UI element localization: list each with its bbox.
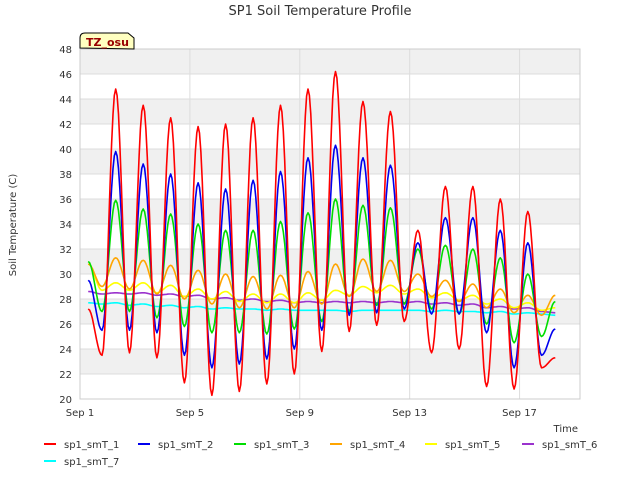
legend-label: sp1_smT_3 xyxy=(254,440,309,451)
plot-band xyxy=(80,99,580,124)
x-tick-label: Sep 1 xyxy=(66,408,94,419)
series-line-sp1_smT_1 xyxy=(87,70,556,397)
y-tick-label: 26 xyxy=(59,320,72,331)
x-axis-label: Time xyxy=(553,424,578,435)
timezone-badge: TZ_osu xyxy=(79,32,135,50)
x-tick-label: Sep 17 xyxy=(502,408,537,419)
y-tick-label: 30 xyxy=(59,270,72,281)
y-tick-label: 42 xyxy=(59,120,72,131)
series-line-sp1_smT_3 xyxy=(87,198,556,344)
y-tick-label: 24 xyxy=(59,345,72,356)
timezone-badge-label: TZ_osu xyxy=(86,36,129,49)
y-tick-label: 48 xyxy=(59,45,72,56)
chart-title: SP1 Soil Temperature Profile xyxy=(229,4,412,19)
y-axis-label: Soil Temperature (C) xyxy=(8,174,19,277)
legend-label: sp1_smT_7 xyxy=(64,457,119,468)
y-tick-label: 20 xyxy=(59,395,72,406)
plot-band xyxy=(80,49,580,74)
plot-frame xyxy=(79,48,581,400)
y-axis: 20 22 24 26 28 30 32 34 36 38 40 42 44 46 48 xyxy=(59,45,72,406)
y-tick-label: 32 xyxy=(59,245,72,256)
series-line-sp1_smT_4 xyxy=(87,257,556,317)
y-tick-label: 46 xyxy=(59,70,72,81)
y-tick-label: 44 xyxy=(59,95,72,106)
y-tick-label: 38 xyxy=(59,170,72,181)
series-layer xyxy=(87,70,556,397)
legend: sp1_smT_1 sp1_smT_2 sp1_smT_3 sp1_smT_4 sp1_… xyxy=(44,440,597,468)
x-tick-label: Sep 13 xyxy=(392,408,427,419)
series-line-sp1_smT_5 xyxy=(87,263,556,312)
x-axis: Sep 1 Sep 5 Sep 9 Sep 13 Sep 17 xyxy=(66,408,537,419)
y-tick-label: 22 xyxy=(59,370,72,381)
y-tick-label: 36 xyxy=(59,195,72,206)
y-tick-label: 40 xyxy=(59,145,72,156)
legend-label: sp1_smT_5 xyxy=(445,440,500,451)
plot-band xyxy=(80,349,580,374)
series-line-sp1_smT_7 xyxy=(88,302,556,317)
legend-label: sp1_smT_4 xyxy=(350,440,405,451)
x-tick-label: Sep 5 xyxy=(176,408,204,419)
legend-label: sp1_smT_6 xyxy=(542,440,597,451)
y-tick-label: 28 xyxy=(59,295,72,306)
y-tick-label: 34 xyxy=(59,220,72,231)
x-tick-label: Sep 9 xyxy=(286,408,314,419)
series-line-sp1_smT_6 xyxy=(88,290,556,314)
legend-label: sp1_smT_1 xyxy=(64,440,119,451)
legend-label: sp1_smT_2 xyxy=(158,440,213,451)
